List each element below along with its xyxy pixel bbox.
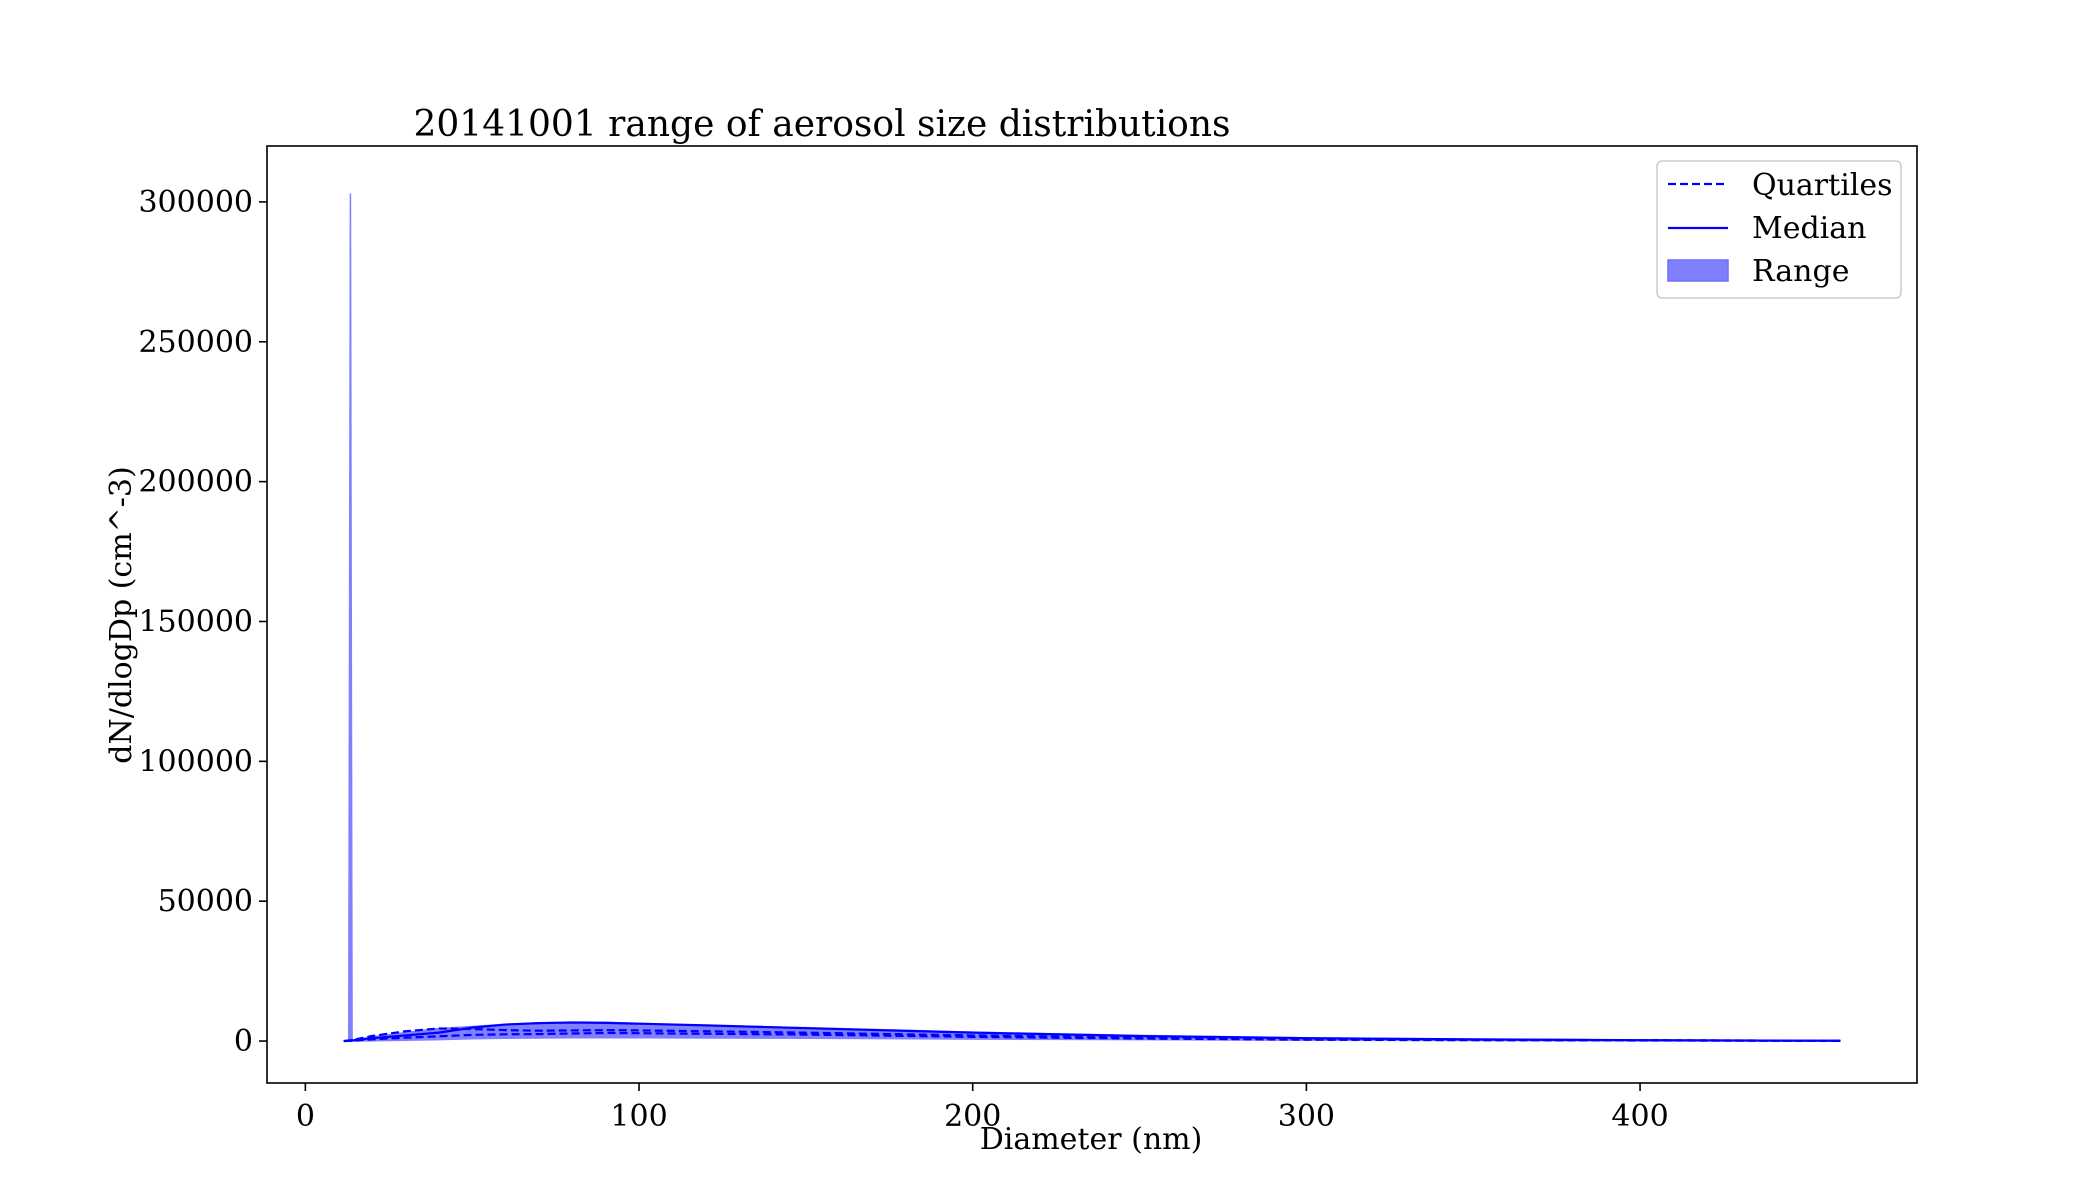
legend-range-swatch	[1667, 259, 1729, 282]
x-tick-label: 100	[610, 1099, 667, 1134]
plot-frame	[266, 145, 1918, 1084]
chart-title: 20141001 range of aerosol size distribut…	[414, 104, 1231, 145]
legend-label-quartiles: Quartiles	[1752, 168, 1893, 203]
x-tick-label: 300	[1278, 1099, 1335, 1134]
y-axis: 0 50000 100000 150000 200000 250000 300000	[138, 185, 267, 1059]
y-tick-label: 200000	[138, 465, 253, 500]
quartile-line-lower	[343, 1031, 1841, 1043]
legend-label-median: Median	[1752, 211, 1866, 246]
y-tick-label: 50000	[158, 884, 253, 919]
y-tick-label: 150000	[138, 604, 253, 639]
axes-frame	[266, 145, 1918, 1084]
y-axis-label: dN/dlogDp (cm^-3)	[104, 466, 139, 763]
x-tick-label: 200	[944, 1099, 1001, 1134]
y-tick-label: 0	[234, 1024, 253, 1059]
x-axis-label: Diameter (nm)	[980, 1122, 1203, 1157]
y-tick-label: 250000	[138, 325, 253, 360]
y-tick-label: 100000	[138, 744, 253, 779]
x-tick-label: 400	[1611, 1099, 1668, 1134]
median-line	[343, 1021, 1841, 1043]
x-tick-label: 0	[296, 1099, 315, 1134]
quartile-line-upper	[343, 1027, 1841, 1043]
legend-label-range: Range	[1752, 254, 1849, 289]
x-axis: 0 100 200 300 400	[296, 1083, 1669, 1134]
legend: Quartiles Median Range	[1656, 160, 1902, 299]
y-tick-label: 300000	[138, 185, 253, 220]
plot-area	[343, 193, 1842, 1043]
